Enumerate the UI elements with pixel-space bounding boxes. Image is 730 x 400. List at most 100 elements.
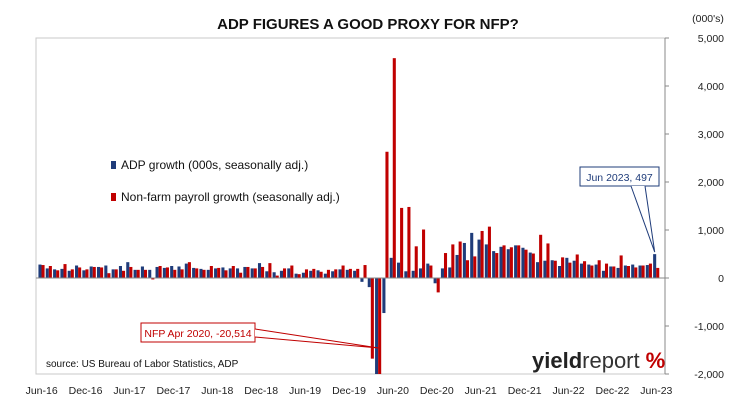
nfp-bar-oct-20 bbox=[422, 229, 426, 278]
nfp-bar-apr-20 bbox=[378, 278, 382, 374]
adp-bar-jul-17 bbox=[133, 269, 137, 278]
nfp-bar-sep-18 bbox=[239, 272, 243, 278]
nfp-bar-dec-19 bbox=[348, 268, 352, 278]
adp-bar-oct-18 bbox=[243, 266, 247, 278]
x-tick-label: Dec-19 bbox=[332, 385, 366, 397]
nfp-bar-apr-21 bbox=[465, 260, 470, 278]
nfp-bar-jul-17 bbox=[136, 269, 140, 278]
nfp-bar-apr-23 bbox=[641, 265, 645, 278]
nfp-bar-aug-16 bbox=[56, 270, 60, 278]
adp-bar-aug-16 bbox=[53, 269, 57, 278]
nfp-bar-mar-23 bbox=[634, 267, 638, 278]
adp-bar-mar-21 bbox=[455, 254, 459, 278]
plot-border bbox=[35, 37, 666, 375]
nfp-bar-feb-17 bbox=[100, 267, 104, 278]
nfp-bar-aug-21 bbox=[495, 253, 499, 278]
adp-bar-jul-18 bbox=[221, 267, 225, 278]
nfp-bar-oct-16 bbox=[70, 269, 74, 278]
legend-swatch-nfp bbox=[111, 193, 116, 201]
nfp-bar-jan-17 bbox=[92, 266, 96, 278]
annotation-text-jun-2023: Jun 2023, 497 bbox=[586, 172, 653, 184]
nfp-bar-aug-18 bbox=[231, 266, 235, 278]
nfp-bar-nov-18 bbox=[253, 268, 257, 278]
adp-bar-apr-23 bbox=[638, 265, 642, 278]
adp-bar-apr-19 bbox=[287, 268, 291, 278]
nfp-bar-jan-23 bbox=[619, 255, 623, 278]
nfp-bar-dec-22 bbox=[612, 266, 616, 278]
x-tick-label: Dec-16 bbox=[69, 385, 103, 397]
x-tick-label: Jun-17 bbox=[113, 385, 145, 397]
y-unit-label: (000's) bbox=[692, 13, 724, 25]
nfp-bar-apr-22 bbox=[553, 260, 557, 278]
x-axis: Jun-16 Dec-16 Jun-17 Dec-17 Jun-18 Dec-18 Jun-… bbox=[26, 385, 673, 397]
nfp-bar-may-17 bbox=[122, 270, 126, 278]
nfp-bar-feb-21 bbox=[451, 244, 455, 278]
adp-bar-jan-22 bbox=[528, 252, 532, 278]
adp-bar-dec-22 bbox=[609, 266, 613, 278]
adp-bar-oct-20 bbox=[418, 268, 423, 278]
adp-bar-jun-20 bbox=[389, 257, 393, 278]
annotation-text-nfp-apr-2020: NFP Apr 2020, -20,514 bbox=[144, 328, 251, 340]
nfp-bar-may-21 bbox=[473, 256, 477, 278]
adp-bar-jun-23 bbox=[653, 254, 657, 278]
nfp-bar-sep-20 bbox=[414, 246, 418, 278]
adp-bar-sep-19 bbox=[323, 273, 327, 278]
adp-bar-sep-16 bbox=[60, 268, 64, 278]
adp-bar-jul-20 bbox=[397, 262, 401, 278]
nfp-bar-jun-18 bbox=[217, 267, 221, 278]
adp-bar-aug-21 bbox=[492, 251, 496, 278]
adp-bar-dec-17 bbox=[170, 266, 174, 278]
adp-bar-nov-18 bbox=[250, 268, 254, 278]
nfp-bar-jun-19 bbox=[304, 269, 309, 278]
x-tick-label: Dec-21 bbox=[508, 385, 542, 397]
legend-label-nfp: Non-farm payroll growth (seasonally adj.… bbox=[121, 190, 340, 204]
adp-bar-nov-20 bbox=[426, 263, 430, 278]
nfp-bar-dec-18 bbox=[261, 266, 265, 278]
nfp-bar-sep-22 bbox=[590, 265, 594, 278]
adp-bar-mar-23 bbox=[631, 264, 635, 278]
adp-bar-jan-21 bbox=[440, 268, 444, 278]
svg-text:yieldreport%: yieldreport% bbox=[532, 348, 665, 373]
nfp-bar-may-22 bbox=[561, 257, 565, 278]
nfp-bar-jan-18 bbox=[180, 269, 184, 278]
x-tick-label: Dec-18 bbox=[244, 385, 278, 397]
adp-bar-apr-17 bbox=[111, 269, 115, 278]
adp-bar-may-19 bbox=[294, 273, 298, 278]
annotation-box-jun-2023 bbox=[579, 166, 660, 187]
y-axis: -2,000 -1,000 0 1,000 2,000 3,000 4,000 5,000 bbox=[665, 33, 724, 381]
adp-bar-jun-16 bbox=[38, 264, 42, 278]
nfp-bar-mar-22 bbox=[546, 243, 550, 278]
x-tick-label: Dec-22 bbox=[596, 385, 630, 397]
annotation-nfp-apr-2020: NFP Apr 2020, -20,514 bbox=[140, 322, 379, 349]
nfp-bar-feb-22 bbox=[539, 234, 543, 278]
y-tick-label: -1,000 bbox=[694, 321, 724, 333]
nfp-bar-jun-22 bbox=[568, 262, 572, 278]
adp-bar-apr-18 bbox=[199, 268, 203, 278]
chart-title: ADP FIGURES A GOOD PROXY FOR NFP? bbox=[217, 16, 519, 33]
adp-bar-aug-18 bbox=[228, 268, 232, 278]
y-tick-label: 5,000 bbox=[698, 33, 724, 45]
adp-bar-sep-21 bbox=[499, 246, 503, 278]
nfp-bar-mar-17 bbox=[107, 273, 111, 278]
nfp-bar-jan-20 bbox=[356, 268, 360, 278]
adp-bar-jun-19 bbox=[301, 272, 305, 278]
adp-bar-jul-19 bbox=[309, 270, 313, 278]
adp-bar-feb-18 bbox=[184, 263, 188, 278]
nfp-bar-mar-19 bbox=[282, 268, 287, 278]
nfp-bar-mar-21 bbox=[458, 241, 462, 278]
nfp-bar-aug-22 bbox=[583, 261, 587, 278]
adp-bar-jul-21 bbox=[484, 244, 488, 278]
nfp-bar-feb-19 bbox=[275, 275, 279, 278]
adp-bar-jan-18 bbox=[177, 266, 181, 278]
adp-bar-may-21 bbox=[470, 232, 474, 278]
nfp-bar-jun-21 bbox=[480, 230, 484, 278]
nfp-bar-feb-20 bbox=[363, 265, 367, 278]
x-tick-label: Jun-21 bbox=[465, 385, 497, 397]
nfp-bar-feb-18 bbox=[187, 262, 191, 278]
nfp-bar-dec-17 bbox=[173, 269, 177, 278]
adp-bar-feb-17 bbox=[96, 266, 101, 278]
adp-bar-jan-17 bbox=[89, 266, 93, 278]
adp-bar-aug-19 bbox=[316, 270, 320, 278]
nfp-bar-nov-17 bbox=[165, 267, 169, 278]
nfp-bar-apr-19 bbox=[290, 265, 294, 278]
